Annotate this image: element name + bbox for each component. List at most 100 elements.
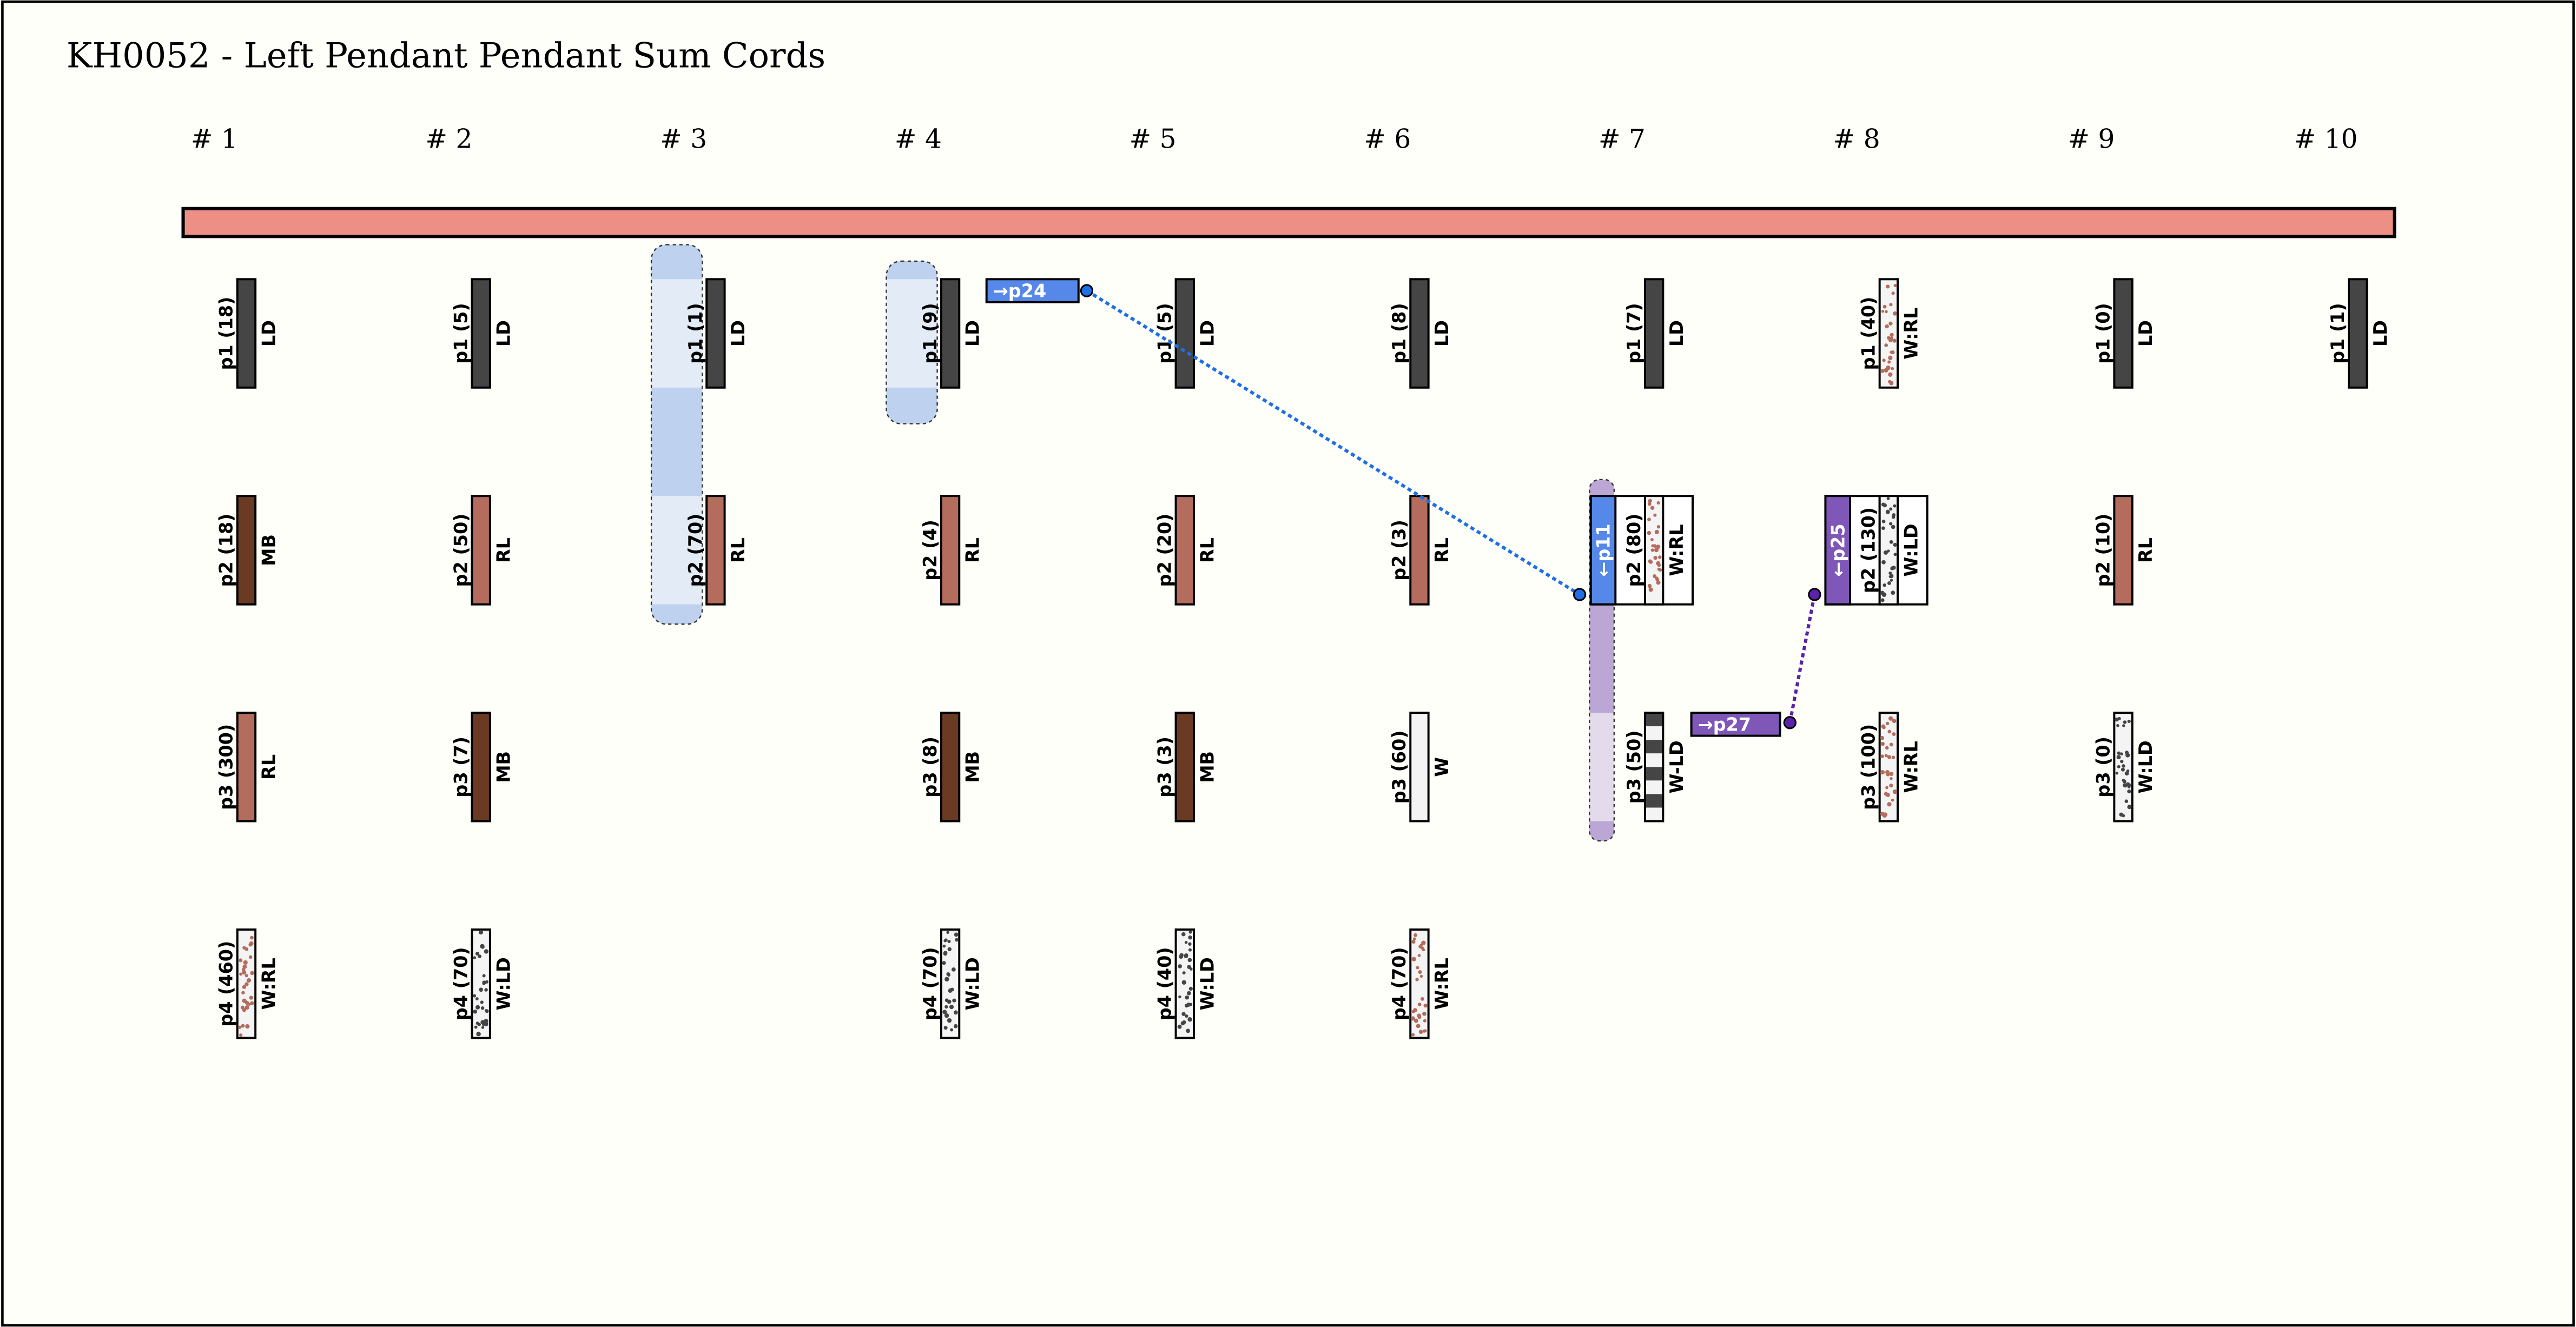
cord-dot xyxy=(1647,517,1651,521)
cord-color-code: RL xyxy=(259,754,280,780)
cord-dot xyxy=(1892,515,1895,519)
cord-dot xyxy=(245,982,249,986)
cord-dot xyxy=(478,954,482,958)
cord-stripe xyxy=(1644,753,1663,767)
page-title: KH0052 - Left Pendant Pendant Sum Cords xyxy=(67,36,825,76)
cord-dot xyxy=(1889,381,1894,386)
cord-dot xyxy=(242,985,247,989)
cord-color-code: RL xyxy=(2135,538,2156,563)
cord-dot xyxy=(2115,772,2119,775)
cord-label: p1 (9) xyxy=(920,303,941,364)
cord-body xyxy=(236,278,257,389)
cord-color-code: W:LD xyxy=(493,957,514,1010)
cord-dot xyxy=(1890,350,1893,354)
cord-dot xyxy=(1418,970,1422,974)
cord-dot xyxy=(944,977,949,982)
cord-dot xyxy=(1885,310,1888,314)
cord-dot xyxy=(1886,721,1890,726)
column-2: # 2 p1 (5) LD p2 (50) RL p3 (7) MB p4 (70) W:LD xyxy=(425,124,514,1039)
cord-dot xyxy=(942,1010,947,1014)
cord-dot xyxy=(1888,355,1893,360)
cord-dot xyxy=(947,947,952,952)
cord-dot xyxy=(1891,755,1895,760)
cord-dot xyxy=(1188,942,1192,946)
cord-dot xyxy=(1422,1012,1426,1016)
cord-dot xyxy=(242,998,247,1003)
cord-body xyxy=(1409,712,1430,822)
cord-dot xyxy=(1412,937,1416,941)
pendant-cord: p4 (460) W:RL xyxy=(216,928,280,1039)
cord-label: p4 (40) xyxy=(1154,947,1175,1020)
cord-dot xyxy=(1414,933,1418,937)
cord-dot xyxy=(2122,764,2125,768)
cord-body xyxy=(1643,278,1665,389)
pendant-cord: ←p25 p2 (130) W:LD xyxy=(1824,495,1928,606)
cord-dot xyxy=(1880,590,1885,595)
link-tag: ←p11 xyxy=(1593,523,1614,576)
cord-dot xyxy=(1889,522,1893,526)
cord-dot xyxy=(482,974,486,978)
cord-dot xyxy=(944,938,948,942)
cord-dot xyxy=(944,1005,948,1009)
pendant-cord: p4 (70) W:RL xyxy=(1389,928,1452,1039)
cord-dot xyxy=(1657,567,1661,571)
cord-dot xyxy=(476,1031,481,1037)
cord-dot xyxy=(473,1009,478,1014)
cord-dot xyxy=(2124,771,2129,776)
cord-label: p4 (70) xyxy=(1389,947,1410,1020)
cord-dot xyxy=(1887,802,1892,807)
cord-dot xyxy=(1654,548,1659,553)
cord-dot xyxy=(1653,555,1657,560)
cord-dot xyxy=(1419,943,1423,947)
cord-dot xyxy=(1893,553,1897,556)
cord-dot xyxy=(1886,365,1891,370)
group-band xyxy=(886,279,937,388)
pendant-cord: ←p11 p2 (80) W:RL xyxy=(1589,495,1694,606)
group-highlights xyxy=(650,244,1615,842)
cord-dot xyxy=(250,971,254,976)
cord-dot xyxy=(1647,530,1652,535)
cord-dot xyxy=(1885,324,1889,329)
cord-dot xyxy=(942,944,946,948)
cord-color-code: LD xyxy=(1666,320,1687,347)
cord-dot xyxy=(1890,333,1894,337)
column-label: # 10 xyxy=(2294,124,2358,154)
cord-dot xyxy=(1181,980,1186,985)
cord-dot xyxy=(1415,978,1419,981)
cord-dot xyxy=(1184,940,1188,944)
cord-dot xyxy=(1648,499,1652,503)
cord-dot xyxy=(482,982,486,985)
cord-label: p1 (7) xyxy=(1623,303,1644,364)
cord-body xyxy=(705,495,726,606)
cord-dot xyxy=(475,997,479,1000)
cord-dot xyxy=(1889,772,1894,777)
cord-dot xyxy=(250,935,254,940)
cord-dot xyxy=(1187,958,1192,963)
cord-dot xyxy=(1418,1030,1423,1034)
group-outline xyxy=(886,260,938,424)
cord-dot xyxy=(1887,729,1892,734)
column-label: # 8 xyxy=(1833,124,1880,154)
cord-dot xyxy=(1188,930,1192,934)
cord-dot xyxy=(955,938,959,942)
cord-color-code: MB xyxy=(259,534,280,566)
cord-dot xyxy=(249,941,254,946)
pendant-cord: p1 (40) W:RL xyxy=(1858,278,1922,389)
pendant-cord: p2 (50) RL xyxy=(450,495,514,606)
cord-label: p1 (8) xyxy=(1389,303,1410,364)
column-9: # 9 p1 (0) LD p2 (10) RL p3 (0) W:LD xyxy=(2068,124,2156,822)
cord-dot xyxy=(480,1020,485,1025)
cord-dot xyxy=(947,939,951,944)
cord-dot xyxy=(950,1028,954,1032)
cord-dot xyxy=(1893,284,1897,287)
cord-dot xyxy=(245,947,249,951)
cord-color-code: RL xyxy=(1197,538,1218,563)
cord-stripe xyxy=(1644,794,1663,808)
tag-cell xyxy=(1824,495,1851,606)
cord-dot xyxy=(2122,724,2125,727)
cord-body xyxy=(471,712,491,822)
link-endpoint xyxy=(1080,284,1094,297)
cord-body xyxy=(940,278,961,389)
